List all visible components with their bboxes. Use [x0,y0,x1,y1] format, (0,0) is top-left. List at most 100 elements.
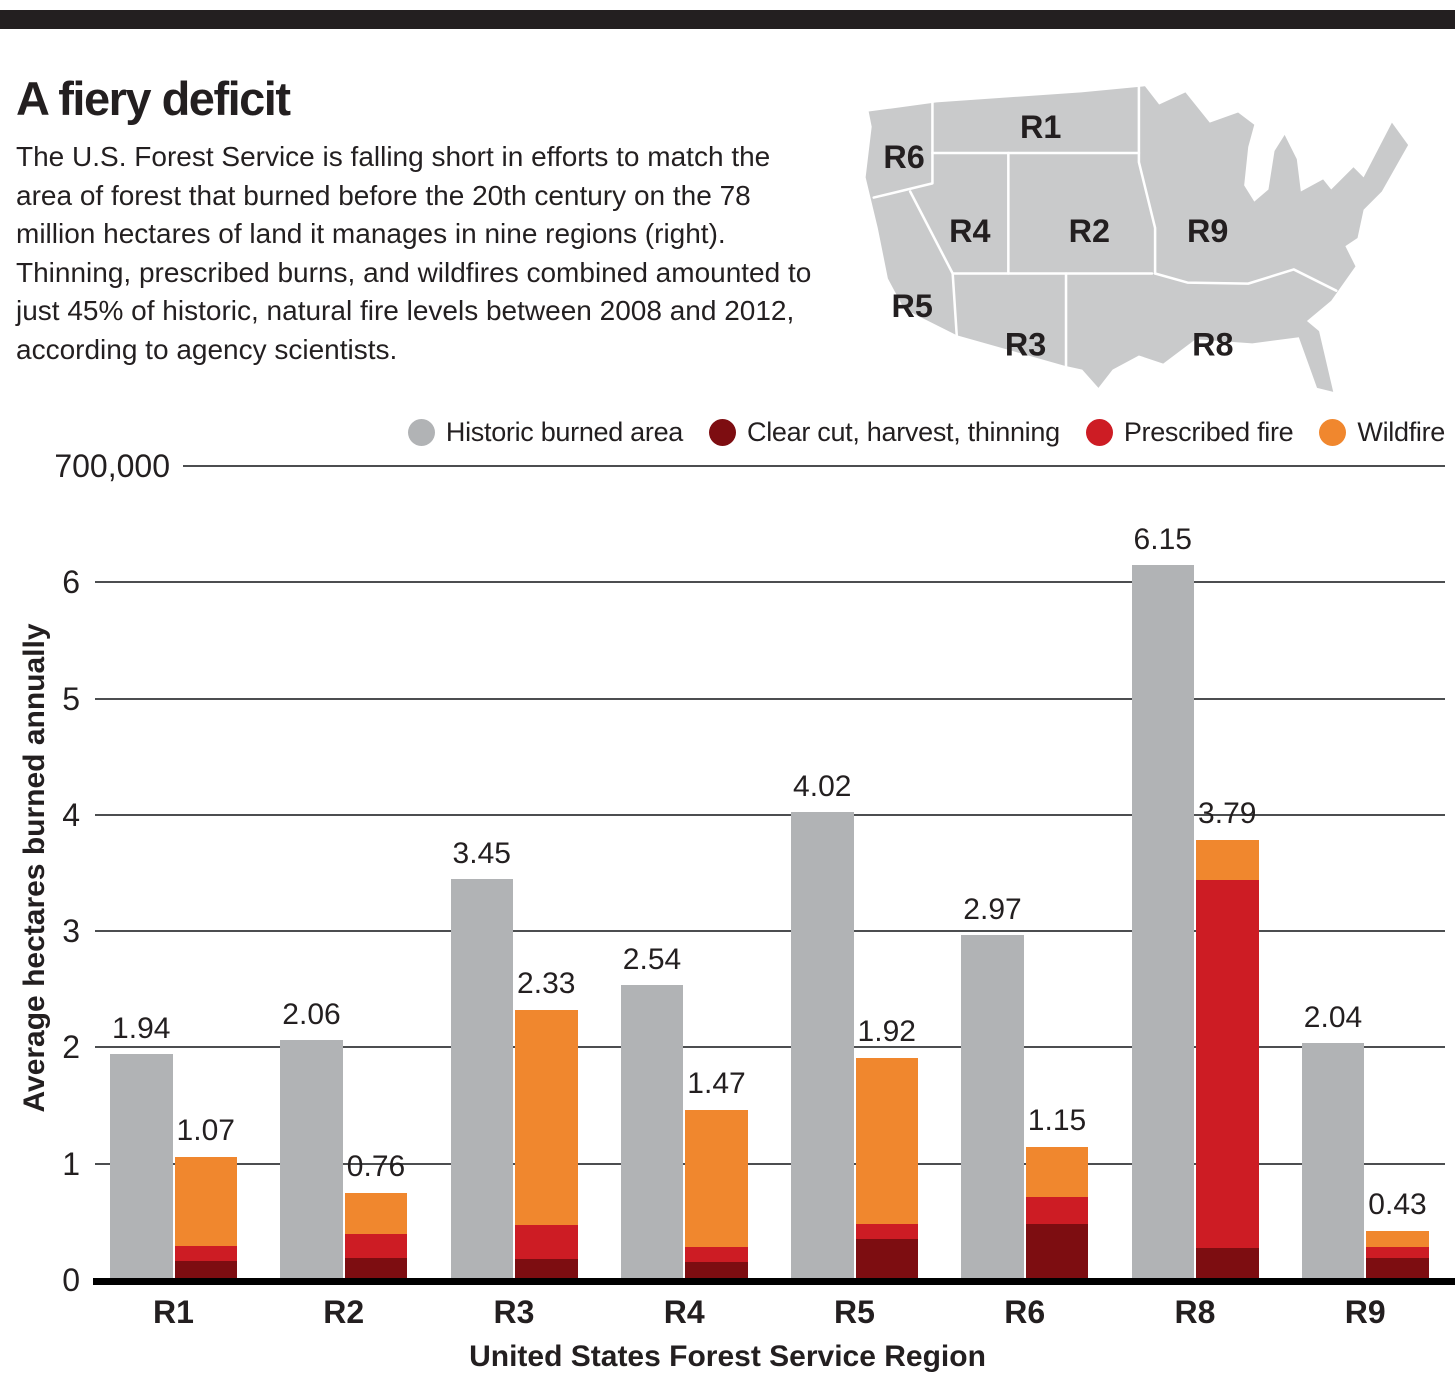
bar-segment-wildfire-r4 [685,1110,748,1248]
bar-stacked-r8 [1196,839,1259,1281]
legend-label: Prescribed fire [1123,417,1294,447]
map-label-r2: R2 [1069,213,1110,249]
bar-segment-clear-cut-r4 [685,1262,748,1281]
border-r8-r9 [1153,268,1338,292]
y-tick-label: 6 [62,564,80,601]
bar-value-label: 3.45 [452,836,511,870]
bar-historic-r8 [1131,564,1194,1281]
border-r6 [872,87,934,199]
us-forest-regions-map: R6 R1 R4 R2 R9 R5 R3 R8 [843,66,1451,400]
page-title: A fiery deficit [16,72,291,126]
x-tick-label-r8: R8 [1174,1294,1216,1330]
bar-segment-prescribed-fire-r8 [1196,879,1259,1249]
gridline [95,581,1445,584]
map-label-r9: R9 [1187,213,1228,249]
bar-historic-r6 [961,934,1024,1281]
bar-stacked-r9 [1366,1230,1429,1281]
bar-value-label: 0.43 [1368,1187,1427,1221]
bar-value-label: 1.15 [1027,1104,1087,1138]
chart-legend: Historic burned area Clear cut, harvest, … [407,417,1445,448]
bar-value-label: 2.54 [622,942,682,976]
bar-segment-prescribed-fire-r6 [1025,1197,1089,1224]
bar-segment-wildfire-r8 [1196,840,1259,880]
gridline [95,930,1445,933]
bar-stacked-r3 [515,1009,578,1281]
bar-value-label: 6.15 [1133,522,1192,556]
legend-item: Prescribed fire [1085,417,1294,448]
legend-dot-icon [709,419,737,446]
region-labels: R6 R1 R4 R2 R9 R5 R3 R8 [883,109,1233,363]
legend-label: Wildfire [1357,417,1445,447]
bar-segment-prescribed-fire-r1 [174,1246,237,1262]
bar-value-label: 1.92 [857,1014,916,1048]
bar-stacked-r2 [344,1192,408,1281]
map-label-r1: R1 [1020,109,1061,145]
bar-value-label: 1.47 [687,1067,746,1101]
bar-value-label: 2.04 [1303,1000,1363,1034]
bar-segment-clear-cut-r5 [855,1239,918,1281]
y-axis-top-tick-label: 700,000 [54,447,170,484]
page-description: The U.S. Forest Service is falling short… [16,141,812,365]
bar-historic-r4 [620,984,684,1281]
border-r9-west [1137,84,1157,275]
bar-value-label: 3.79 [1198,797,1257,831]
y-tick-label: 5 [62,680,80,717]
gridline-top [183,464,1445,467]
legend-dot-icon [1085,419,1113,446]
bar-historic-r9 [1301,1042,1365,1281]
bar-segment-clear-cut-r2 [344,1257,408,1281]
bar-historic-r1 [110,1054,173,1281]
gridline [95,1046,1445,1049]
bar-segment-prescribed-fire-r4 [685,1247,748,1263]
bar-stacked-r5 [855,1057,918,1281]
x-tick-label-r1: R1 [153,1294,194,1330]
x-tick-label-r6: R6 [1004,1294,1046,1330]
legend-label: Clear cut, harvest, thinning [747,417,1060,447]
x-tick-label-r2: R2 [323,1294,365,1330]
bar-historic-r5 [791,812,854,1281]
x-axis-baseline [93,1278,1455,1285]
x-tick-label-r5: R5 [834,1294,875,1330]
bar-value-label: 4.02 [793,770,852,804]
bar-value-label: 0.76 [346,1149,406,1183]
bar-segment-prescribed-fire-r2 [344,1234,408,1258]
bar-stacked-r6 [1025,1146,1089,1281]
x-tick-label-r4: R4 [663,1294,705,1330]
bar-segment-clear-cut-r1 [174,1261,237,1281]
bar-segment-clear-cut-r9 [1366,1257,1429,1281]
map-label-r4: R4 [949,213,990,249]
bar-value-label: 1.94 [112,1012,171,1046]
region-borders [872,84,1338,369]
bar-value-label: 2.33 [517,967,576,1001]
x-tick-label-r3: R3 [493,1294,535,1330]
bar-stacked-r4 [685,1109,748,1281]
bar-value-label: 2.06 [282,998,341,1032]
top-rule-bar [0,10,1455,29]
bar-stacked-r1 [174,1156,237,1281]
x-axis-title: United States Forest Service Region [469,1340,986,1373]
bar-value-label: 1.07 [176,1113,235,1147]
gridline [95,697,1445,700]
map-label-r6: R6 [883,139,924,175]
gridline [95,813,1445,816]
legend-dot-icon [407,419,435,446]
bar-segment-wildfire-r2 [344,1192,408,1235]
gridline [95,1162,1445,1165]
y-tick-label: 2 [62,1029,80,1066]
legend-item: Clear cut, harvest, thinning [709,417,1060,448]
legend-item: Historic burned area [407,417,684,448]
legend-label: Historic burned area [445,417,684,447]
us-map-svg: R6 R1 R4 R2 R9 R5 R3 R8 [865,84,1409,392]
y-tick-label: 4 [62,796,80,833]
bar-segment-wildfire-r9 [1366,1230,1429,1248]
bar-segment-clear-cut-r3 [515,1258,578,1281]
y-tick-label: 3 [62,913,80,950]
legend-dot-icon [1319,419,1347,446]
bar-segment-wildfire-r1 [174,1156,237,1247]
us-map-outline [865,86,1409,392]
bar-historic-r2 [280,1040,343,1281]
map-label-r8: R8 [1192,326,1233,362]
bar-value-label: 2.97 [963,892,1022,926]
y-tick-label: 0 [62,1262,80,1298]
bar-segment-wildfire-r5 [855,1057,918,1224]
